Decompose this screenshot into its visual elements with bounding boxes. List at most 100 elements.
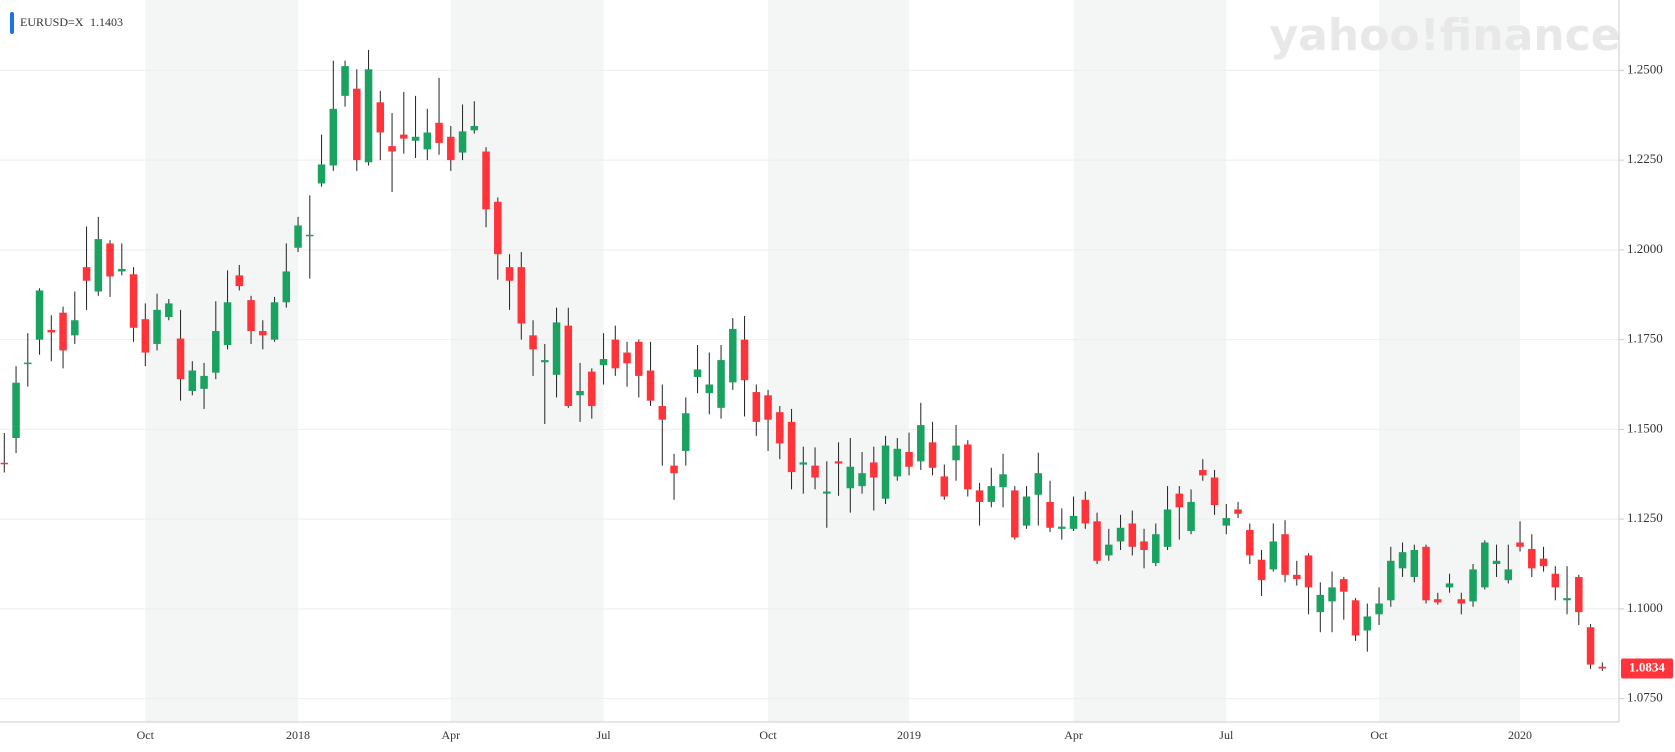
candle-body (1457, 599, 1466, 604)
candle-body (1128, 523, 1137, 547)
candle-body (1575, 576, 1583, 613)
candle-body (294, 225, 302, 248)
candle-body (1469, 569, 1477, 602)
candle-body (658, 406, 667, 420)
candle-body (881, 445, 890, 499)
candle-body (940, 476, 949, 497)
candles (0, 49, 1607, 672)
grid (0, 69, 1619, 700)
candle-body (764, 395, 772, 420)
y-tick-label: 1.1000 (1627, 600, 1663, 615)
candle-body (834, 461, 843, 464)
y-tick-label: 1.0750 (1627, 690, 1663, 705)
candle-body (470, 126, 479, 131)
quarter-band (450, 0, 604, 722)
x-tick-label: Oct (137, 728, 155, 742)
candle-body (588, 371, 596, 407)
x-tick-label: Oct (759, 728, 777, 742)
candle-body (1034, 473, 1043, 495)
candle-body (1316, 594, 1325, 613)
candle-body (693, 369, 702, 377)
last-price-box (1621, 658, 1673, 679)
x-tick-label: Apr (441, 728, 460, 742)
candle-body (1304, 555, 1313, 588)
x-tick-label: Jul (1219, 728, 1234, 742)
candle-body (517, 267, 526, 324)
candle-body (1257, 559, 1266, 581)
candle-body (1175, 493, 1184, 508)
candle-body (846, 466, 855, 489)
candle-body (823, 491, 831, 494)
candle-body (1504, 569, 1513, 581)
candle-body (1434, 599, 1442, 603)
candle-body (623, 352, 631, 364)
candle-body (752, 392, 761, 422)
candle-body (529, 335, 537, 350)
last-price: 1.0834 (1629, 659, 1665, 674)
candle-body (729, 328, 737, 383)
candle-body (200, 375, 208, 389)
candle-body (1281, 534, 1289, 575)
candle-body (317, 164, 326, 184)
candle-body (1069, 515, 1078, 529)
candle-body (611, 339, 620, 369)
candle-body (329, 108, 338, 166)
x-tick-label: 2020 (1508, 728, 1532, 742)
candle-body (905, 452, 913, 467)
quarter-band (1379, 0, 1521, 722)
quarter-band (1073, 0, 1227, 722)
candle-body (1234, 509, 1242, 514)
candle-body (0, 462, 9, 465)
candle-body (682, 413, 690, 451)
candle-body (870, 462, 878, 478)
candle-body (47, 329, 56, 333)
candle-body (153, 309, 161, 344)
candle-body (964, 444, 972, 490)
candle-body (1222, 518, 1231, 526)
y-tick-label: 1.1500 (1627, 420, 1663, 435)
candle-body (59, 312, 67, 351)
candle-body (388, 146, 396, 152)
candle-body (1293, 574, 1301, 580)
candle-body (1340, 579, 1348, 592)
candle-body (435, 122, 443, 143)
candle-body (141, 319, 150, 353)
candle-body (1328, 587, 1336, 602)
candle-body (1351, 600, 1360, 636)
candle-body (235, 275, 244, 287)
candle-body (1163, 509, 1172, 547)
candle-body (952, 445, 960, 461)
candle-body (129, 274, 138, 328)
candle-body (176, 338, 185, 380)
candle-body (1046, 501, 1054, 528)
quarter-band (768, 0, 910, 722)
y-tick-label: 1.2250 (1627, 151, 1663, 166)
candle-body (1445, 583, 1454, 588)
symbol: EURUSD=X (20, 15, 84, 29)
candle-body (1528, 548, 1536, 569)
candle-body (1539, 558, 1548, 567)
candle-body (1246, 529, 1254, 556)
candle-body (376, 102, 385, 133)
candle-body (411, 136, 420, 141)
candle-body (1210, 477, 1219, 506)
candle-body (1387, 560, 1395, 601)
candle-body (1058, 526, 1066, 529)
candle-body (118, 268, 126, 272)
candle-body (635, 341, 643, 376)
candle-body (1563, 598, 1571, 601)
candle-body (1011, 490, 1019, 538)
candle-body (1363, 616, 1372, 631)
candle-body (1081, 499, 1090, 524)
candle-body (717, 360, 725, 408)
candle-body (576, 390, 584, 396)
candle-body (1410, 550, 1419, 577)
symbol-marker (10, 12, 14, 34)
candle-body (1105, 544, 1113, 556)
candle-body (705, 384, 714, 394)
axes: 1.0750 1.1000 1.1250 1.1500 1.1750 1.2000 1.22… (137, 61, 1673, 742)
candle-body (917, 425, 925, 462)
candle-body (787, 421, 796, 473)
candle-body (1022, 496, 1031, 526)
